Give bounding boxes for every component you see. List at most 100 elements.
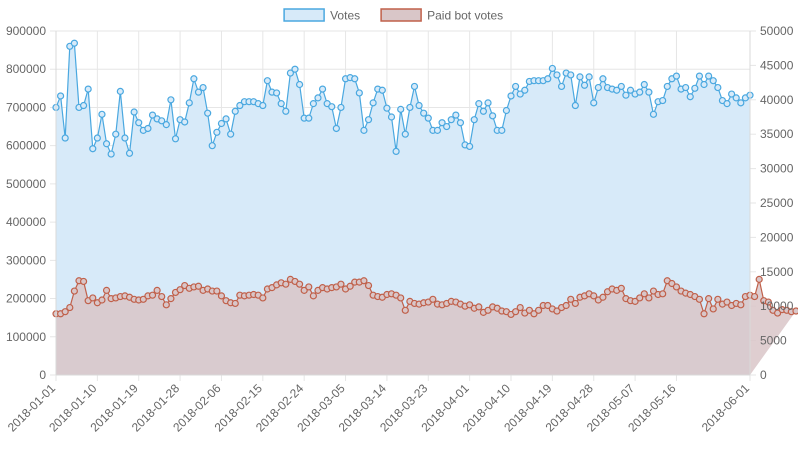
- votes-point[interactable]: [695, 72, 704, 80]
- paid-bot-votes-point[interactable]: [714, 295, 722, 303]
- votes-point[interactable]: [61, 134, 69, 142]
- votes-point[interactable]: [705, 72, 713, 80]
- votes-point[interactable]: [204, 109, 212, 117]
- paid-bot-votes-point[interactable]: [636, 294, 644, 302]
- votes-point[interactable]: [544, 75, 552, 83]
- votes-point[interactable]: [185, 99, 193, 107]
- votes-point[interactable]: [121, 134, 129, 142]
- votes-point[interactable]: [580, 81, 589, 89]
- votes-point[interactable]: [511, 82, 520, 91]
- votes-point[interactable]: [466, 142, 474, 151]
- paid-bot-votes-point[interactable]: [364, 281, 373, 290]
- paid-bot-votes-point[interactable]: [553, 307, 561, 315]
- paid-bot-votes-point[interactable]: [61, 308, 69, 316]
- paid-bot-votes-point[interactable]: [562, 301, 570, 310]
- votes-point[interactable]: [590, 99, 598, 107]
- paid-bot-votes-point[interactable]: [217, 292, 226, 300]
- votes-point[interactable]: [355, 89, 363, 97]
- votes-point[interactable]: [714, 83, 722, 92]
- votes-point[interactable]: [443, 122, 451, 131]
- votes-point[interactable]: [102, 140, 111, 148]
- votes-point[interactable]: [263, 77, 272, 85]
- votes-point[interactable]: [227, 130, 235, 138]
- votes-point[interactable]: [107, 150, 115, 158]
- votes-point[interactable]: [309, 100, 317, 108]
- votes-point[interactable]: [617, 82, 625, 91]
- paid-bot-votes-point[interactable]: [530, 310, 538, 318]
- paid-bot-votes-point[interactable]: [705, 295, 713, 303]
- votes-point[interactable]: [291, 65, 299, 73]
- votes-point[interactable]: [171, 135, 180, 143]
- paid-bot-votes-point[interactable]: [590, 292, 598, 300]
- votes-point[interactable]: [305, 114, 313, 122]
- paid-bot-votes-point[interactable]: [511, 308, 520, 316]
- votes-point[interactable]: [318, 85, 327, 93]
- votes-point[interactable]: [125, 149, 134, 157]
- votes-point[interactable]: [613, 86, 621, 94]
- paid-bot-votes-point[interactable]: [102, 286, 111, 294]
- votes-point[interactable]: [208, 142, 216, 150]
- votes-point[interactable]: [682, 83, 690, 92]
- paid-bot-votes-point[interactable]: [300, 286, 308, 294]
- paid-bot-votes-point[interactable]: [466, 301, 474, 309]
- paid-bot-votes-point[interactable]: [792, 307, 798, 315]
- votes-point[interactable]: [489, 112, 497, 120]
- votes-point[interactable]: [452, 111, 460, 119]
- votes-point[interactable]: [737, 99, 745, 107]
- votes-point[interactable]: [158, 117, 166, 125]
- votes-point[interactable]: [144, 124, 152, 133]
- paid-bot-votes-point[interactable]: [737, 301, 745, 309]
- votes-point[interactable]: [190, 75, 198, 83]
- votes-point[interactable]: [663, 82, 671, 91]
- votes-point[interactable]: [167, 96, 175, 104]
- votes-point[interactable]: [553, 71, 561, 79]
- votes-point[interactable]: [557, 82, 566, 91]
- legend-item-votes[interactable]: Votes: [283, 8, 360, 23]
- paid-bot-votes-point[interactable]: [723, 298, 731, 306]
- votes-point[interactable]: [286, 69, 294, 77]
- paid-bot-votes-point[interactable]: [282, 280, 290, 288]
- votes-point[interactable]: [378, 86, 386, 94]
- paid-bot-votes-point[interactable]: [755, 275, 763, 283]
- paid-bot-votes-point[interactable]: [176, 286, 184, 294]
- votes-point[interactable]: [162, 121, 170, 129]
- votes-point[interactable]: [84, 85, 92, 93]
- votes-point[interactable]: [236, 101, 244, 110]
- votes-point[interactable]: [686, 93, 694, 101]
- votes-point[interactable]: [626, 86, 635, 94]
- paid-bot-votes-point[interactable]: [70, 287, 78, 295]
- votes-point[interactable]: [640, 80, 648, 89]
- paid-bot-votes-point[interactable]: [668, 279, 676, 288]
- votes-point[interactable]: [732, 94, 740, 102]
- votes-point[interactable]: [406, 103, 414, 112]
- paid-bot-votes-point[interactable]: [153, 286, 161, 294]
- votes-point[interactable]: [351, 75, 359, 83]
- votes-point[interactable]: [645, 88, 653, 96]
- votes-point[interactable]: [622, 91, 630, 99]
- paid-bot-votes-point[interactable]: [429, 295, 437, 303]
- paid-bot-votes-point[interactable]: [764, 298, 772, 306]
- votes-point[interactable]: [217, 119, 226, 128]
- paid-bot-votes-point[interactable]: [401, 306, 409, 314]
- paid-bot-votes-point[interactable]: [66, 303, 74, 312]
- votes-point[interactable]: [392, 147, 400, 155]
- votes-point[interactable]: [548, 64, 556, 73]
- votes-point[interactable]: [700, 80, 708, 89]
- votes-point[interactable]: [397, 105, 405, 113]
- paid-bot-votes-point[interactable]: [631, 297, 639, 305]
- paid-bot-votes-point[interactable]: [709, 305, 717, 313]
- paid-bot-votes-point[interactable]: [617, 284, 625, 292]
- votes-point[interactable]: [135, 119, 143, 127]
- votes-point[interactable]: [636, 88, 644, 96]
- paid-bot-votes-point[interactable]: [645, 294, 653, 302]
- votes-point[interactable]: [424, 114, 432, 122]
- votes-point[interactable]: [364, 116, 373, 124]
- paid-bot-votes-point[interactable]: [305, 283, 313, 291]
- paid-bot-votes-point[interactable]: [484, 306, 492, 314]
- votes-point[interactable]: [410, 82, 419, 91]
- votes-point[interactable]: [199, 83, 207, 92]
- votes-point[interactable]: [594, 83, 602, 92]
- votes-point[interactable]: [181, 118, 189, 126]
- votes-point[interactable]: [222, 115, 230, 123]
- paid-bot-votes-point[interactable]: [525, 306, 533, 314]
